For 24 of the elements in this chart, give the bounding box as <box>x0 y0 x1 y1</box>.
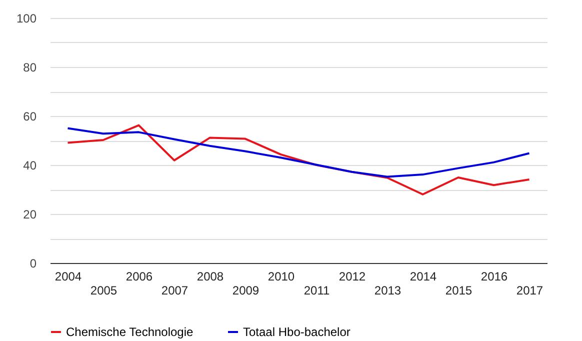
y-tick-label: 60 <box>23 110 37 124</box>
x-tick-label: 2010 <box>268 270 295 284</box>
x-tick-label: 2007 <box>161 284 188 298</box>
x-tick-label: 2013 <box>374 284 402 298</box>
x-tick-label: 2008 <box>196 270 224 284</box>
x-tick-label: 2005 <box>90 284 118 298</box>
x-tick-label: 2009 <box>232 284 260 298</box>
legend-label: Totaal Hbo-bachelor <box>243 325 350 339</box>
y-tick-label: 0 <box>30 256 37 270</box>
y-tick-label: 40 <box>23 158 37 172</box>
x-tick-label: 2017 <box>516 284 544 298</box>
x-tick-label: 2004 <box>54 270 82 284</box>
y-tick-label: 20 <box>23 208 37 222</box>
x-tick-label: 2006 <box>126 270 153 284</box>
legend-label: Chemische Technologie <box>66 325 194 339</box>
x-tick-label: 2011 <box>304 284 330 298</box>
line-series <box>66 127 530 178</box>
x-tick-label: 2014 <box>410 270 437 284</box>
x-tick-label: 2016 <box>480 270 508 284</box>
x-tick-label: 2012 <box>338 270 366 284</box>
x-tick-label: 2015 <box>445 284 472 298</box>
line-series <box>66 124 530 196</box>
y-tick-label: 100 <box>16 12 37 26</box>
y-tick-label: 80 <box>23 60 37 74</box>
